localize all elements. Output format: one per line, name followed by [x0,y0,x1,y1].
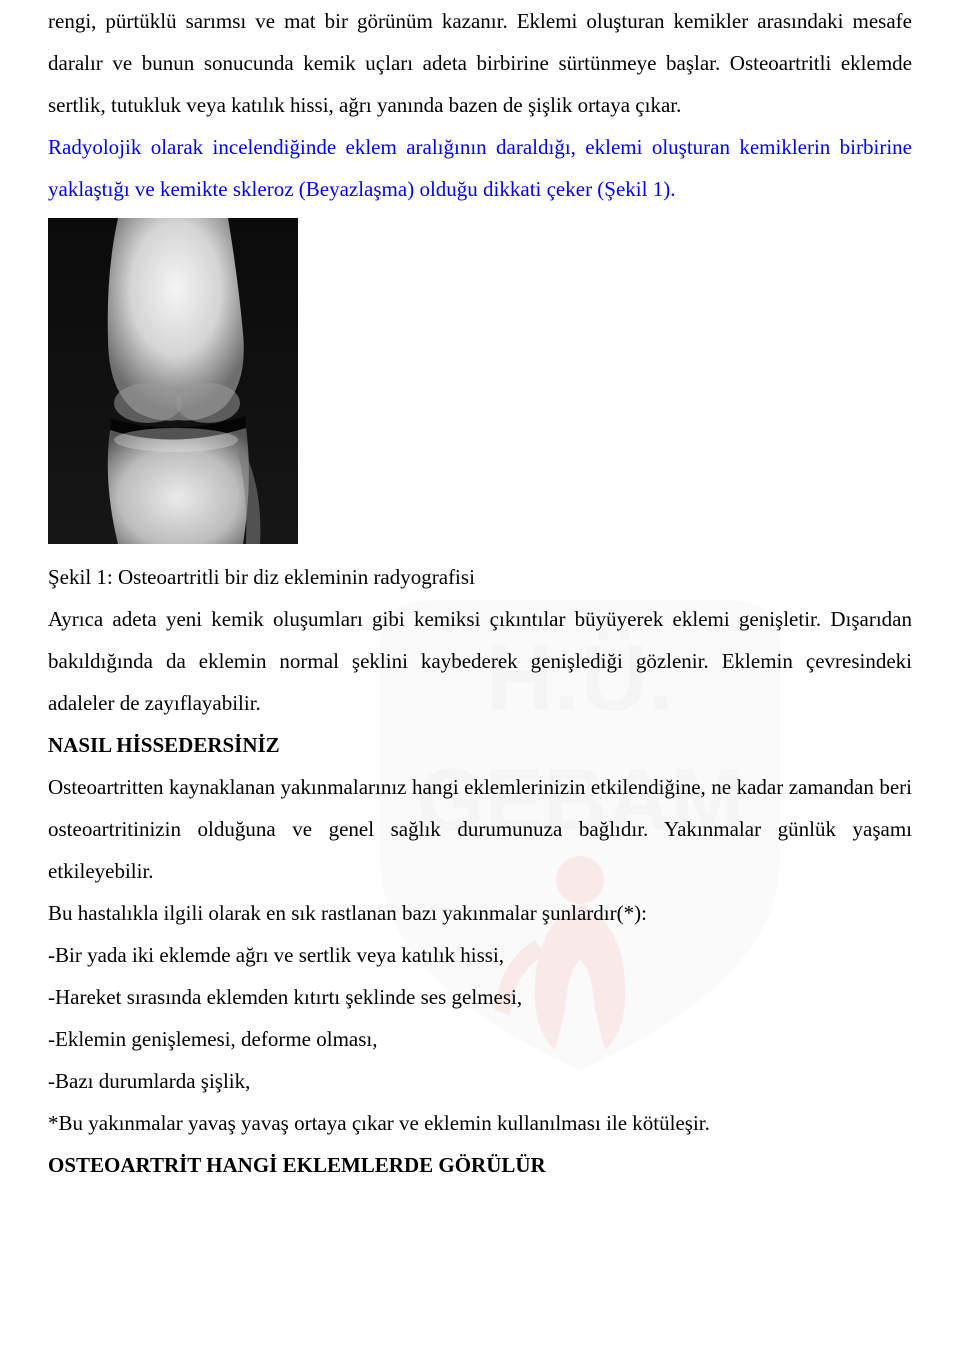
symptom-bullet-2: -Hareket sırasında eklemden kıtırtı şekl… [48,976,912,1018]
paragraph-bone-growth: Ayrıca adeta yeni kemik oluşumları gibi … [48,598,912,724]
paragraph-common-symptoms-intro: Bu hastalıkla ilgili olarak en sık rastl… [48,892,912,934]
symptom-bullet-4: -Bazı durumlarda şişlik, [48,1060,912,1102]
xray-image-figure-1 [48,218,298,544]
paragraph-radiology-blue: Radyolojik olarak incelendiğinde eklem a… [48,126,912,210]
footnote-symptom-progression: *Bu yakınmalar yavaş yavaş ortaya çıkar … [48,1102,912,1144]
symptom-bullet-3: -Eklemin genişlemesi, deforme olması, [48,1018,912,1060]
document-body: rengi, pürtüklü sarımsı ve mat bir görün… [48,0,912,1186]
heading-which-joints: OSTEOARTRİT HANGİ EKLEMLERDE GÖRÜLÜR [48,1144,912,1186]
symptom-bullet-1: -Bir yada iki eklemde ağrı ve sertlik ve… [48,934,912,976]
paragraph-intro: rengi, pürtüklü sarımsı ve mat bir görün… [48,0,912,126]
heading-how-you-feel: NASIL HİSSEDERSİNİZ [48,724,912,766]
paragraph-symptoms-depend: Osteoartritten kaynaklanan yakınmalarını… [48,766,912,892]
figure-1-caption: Şekil 1: Osteoartritli bir diz ekleminin… [48,556,912,598]
